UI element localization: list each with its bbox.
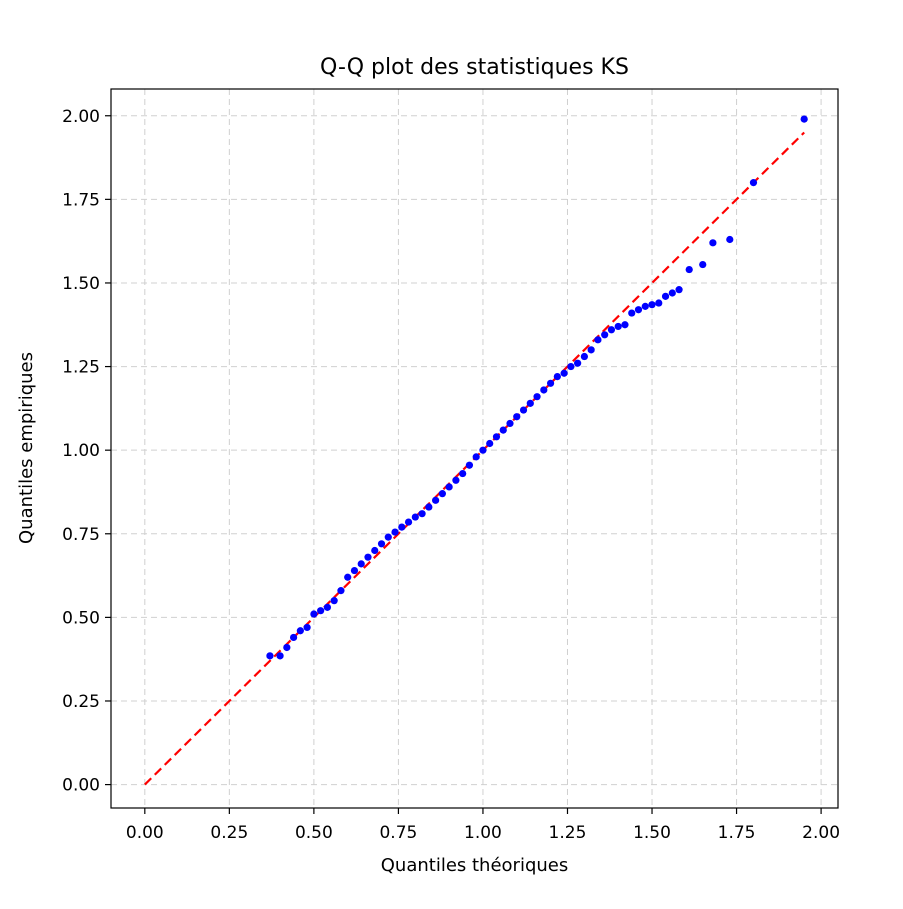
data-points <box>266 115 808 660</box>
x-tick-label: 0.75 <box>379 823 417 843</box>
data-point <box>648 301 656 309</box>
x-tick-label: 0.50 <box>295 823 333 843</box>
data-point <box>634 306 643 314</box>
data-point <box>344 573 352 581</box>
data-point <box>709 239 717 247</box>
data-point <box>364 553 372 561</box>
data-point <box>580 352 588 361</box>
data-point <box>377 540 386 548</box>
data-point <box>699 260 707 269</box>
data-point <box>567 362 575 371</box>
data-point <box>655 299 663 307</box>
y-tick-label: 1.00 <box>62 441 100 461</box>
data-point <box>492 433 501 441</box>
y-tick-label: 1.50 <box>62 274 100 294</box>
y-tick-label: 0.25 <box>62 692 100 712</box>
data-point <box>661 292 670 300</box>
data-point <box>668 289 676 297</box>
y-tick-label: 0.00 <box>62 776 100 796</box>
chart-title: Q-Q plot des statistiques KS <box>320 55 629 80</box>
data-point <box>303 623 311 632</box>
data-point <box>628 309 636 317</box>
data-point <box>404 518 413 526</box>
y-tick-label: 1.75 <box>62 190 100 210</box>
data-point <box>411 513 419 521</box>
x-tick-label: 1.00 <box>464 823 502 843</box>
x-axis-label: Quantiles théoriques <box>381 855 569 876</box>
data-point <box>330 597 338 605</box>
data-point <box>486 439 494 448</box>
y-tick-label: 0.75 <box>62 525 100 545</box>
data-point <box>465 461 474 469</box>
data-point <box>337 587 345 595</box>
data-point <box>675 286 683 294</box>
y-tick-label: 1.25 <box>62 358 100 378</box>
y-axis-ticks: 0.00 0.25 0.50 0.75 1.00 1.25 1.50 1.75 2.00 <box>62 107 111 796</box>
x-axis-ticks: 0.00 0.25 0.50 0.75 1.00 1.25 1.50 1.75 2.00 <box>126 808 840 843</box>
plot-frame <box>110 88 839 809</box>
data-point <box>800 115 808 123</box>
data-point <box>384 533 392 541</box>
data-point <box>357 560 365 568</box>
data-point <box>283 643 291 652</box>
data-point <box>685 265 693 274</box>
data-point <box>587 346 595 354</box>
data-point <box>533 393 541 401</box>
data-point <box>317 607 325 615</box>
data-point <box>276 652 284 660</box>
grid <box>111 89 838 808</box>
data-point <box>546 379 555 387</box>
data-point <box>350 566 359 575</box>
data-point <box>621 321 629 329</box>
data-point <box>594 336 602 344</box>
data-point <box>499 426 507 434</box>
x-tick-label: 1.75 <box>718 823 756 843</box>
x-tick-label: 0.25 <box>210 823 248 843</box>
data-point <box>749 179 758 187</box>
data-point <box>479 446 487 454</box>
x-tick-label: 1.50 <box>633 823 671 843</box>
data-point <box>418 510 426 518</box>
data-point <box>323 603 332 611</box>
x-tick-label: 0.00 <box>126 823 164 843</box>
data-point <box>266 652 274 660</box>
data-point <box>459 469 467 478</box>
data-point <box>289 633 298 642</box>
data-point <box>614 322 622 331</box>
data-point <box>560 369 568 377</box>
data-point <box>601 331 609 339</box>
data-point <box>726 235 734 244</box>
data-point <box>513 413 521 421</box>
y-tick-label: 0.50 <box>62 608 100 628</box>
data-point <box>391 528 399 536</box>
data-point <box>296 627 304 635</box>
data-point <box>310 610 318 618</box>
x-tick-label: 2.00 <box>802 823 840 843</box>
data-point <box>607 326 616 334</box>
data-point <box>472 453 480 461</box>
data-point <box>438 490 446 498</box>
data-point <box>425 503 433 511</box>
data-point <box>398 523 406 531</box>
data-point <box>452 476 460 484</box>
data-point <box>519 406 528 414</box>
y-axis-label: Quantiles empiriques <box>16 352 37 544</box>
data-point <box>641 302 649 310</box>
data-point <box>432 496 440 504</box>
data-point <box>445 483 453 491</box>
data-point <box>371 546 379 555</box>
data-point <box>553 373 561 381</box>
data-point <box>540 386 548 394</box>
x-tick-label: 1.25 <box>549 823 587 843</box>
data-point <box>574 359 582 367</box>
y-tick-label: 2.00 <box>62 107 100 127</box>
data-point <box>506 419 514 428</box>
data-point <box>526 399 534 407</box>
